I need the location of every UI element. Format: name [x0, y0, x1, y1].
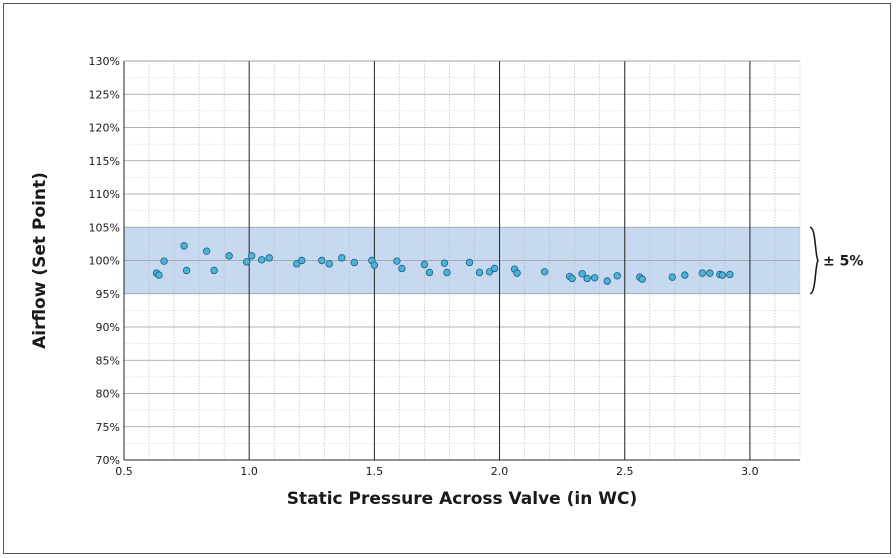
- data-point: [568, 274, 576, 283]
- data-point: [370, 261, 379, 269]
- data-point: [210, 266, 218, 275]
- data-point: [540, 268, 549, 276]
- data-point: [485, 268, 494, 276]
- y-tick-label: 110%: [89, 188, 120, 201]
- data-point: [668, 273, 677, 281]
- data-point: [202, 247, 211, 255]
- data-point: [513, 269, 521, 277]
- x-tick-label: 1.5: [366, 465, 384, 478]
- band-brace: [809, 226, 819, 295]
- y-tick-label: 125%: [89, 88, 120, 101]
- data-point: [155, 271, 163, 279]
- data-point: [318, 256, 326, 265]
- y-tick-label: 105%: [89, 221, 120, 234]
- y-tick-label: 120%: [89, 122, 120, 135]
- x-axis-title: Static Pressure Across Valve (in WC): [287, 489, 637, 509]
- y-tick-label: 90%: [96, 321, 120, 334]
- x-tick-label: 2.5: [616, 465, 634, 478]
- data-point: [393, 257, 401, 265]
- x-tick-label: 1.0: [240, 465, 258, 478]
- y-tick-label: 115%: [89, 155, 120, 168]
- data-point: [440, 259, 449, 267]
- scatter-chart: 70% 75% 80% 85% 90% 95% 100% 105% 110% 115% 120% 12…: [30, 55, 863, 509]
- x-tick-label: 0.5: [115, 465, 133, 478]
- data-point: [350, 258, 359, 267]
- data-point: [718, 271, 727, 279]
- data-point: [420, 260, 429, 269]
- data-point: [590, 274, 599, 282]
- y-tick-label: 75%: [96, 421, 120, 434]
- data-point: [247, 252, 256, 260]
- data-point: [265, 254, 273, 262]
- x-tick-label: 2.0: [491, 465, 509, 478]
- data-point: [182, 266, 191, 275]
- data-point: [425, 268, 434, 277]
- y-tick-label: 80%: [96, 388, 120, 401]
- data-point: [338, 254, 346, 262]
- data-point: [465, 258, 474, 267]
- y-tick-label: 130%: [89, 55, 120, 68]
- data-point: [613, 272, 621, 280]
- data-point: [638, 275, 646, 283]
- data-point: [706, 269, 714, 277]
- data-point: [490, 264, 499, 273]
- data-point: [443, 268, 451, 277]
- data-point: [475, 268, 484, 277]
- data-point: [298, 256, 306, 265]
- data-point: [293, 260, 301, 268]
- data-point: [726, 270, 734, 279]
- data-point: [180, 242, 188, 250]
- data-point: [681, 271, 689, 279]
- y-tick-label: 95%: [96, 288, 120, 301]
- data-point: [225, 252, 233, 260]
- chart-frame: 70% 75% 80% 85% 90% 95% 100% 105% 110% 115% 120% 12…: [3, 3, 891, 554]
- data-point: [603, 277, 611, 285]
- y-tick-label: 70%: [96, 454, 120, 467]
- band-label: ± 5%: [823, 254, 863, 270]
- y-tick-label: 85%: [96, 354, 120, 367]
- data-point: [578, 270, 586, 278]
- data-point: [583, 274, 591, 283]
- y-tick-label: 100%: [89, 255, 120, 268]
- data-point: [325, 260, 334, 268]
- data-point: [160, 257, 168, 265]
- data-point: [398, 264, 406, 273]
- x-tick-label: 3.0: [741, 465, 759, 478]
- data-point: [258, 256, 266, 264]
- data-point: [242, 258, 251, 266]
- y-axis-title: Airflow (Set Point): [30, 172, 50, 349]
- data-point: [698, 269, 707, 277]
